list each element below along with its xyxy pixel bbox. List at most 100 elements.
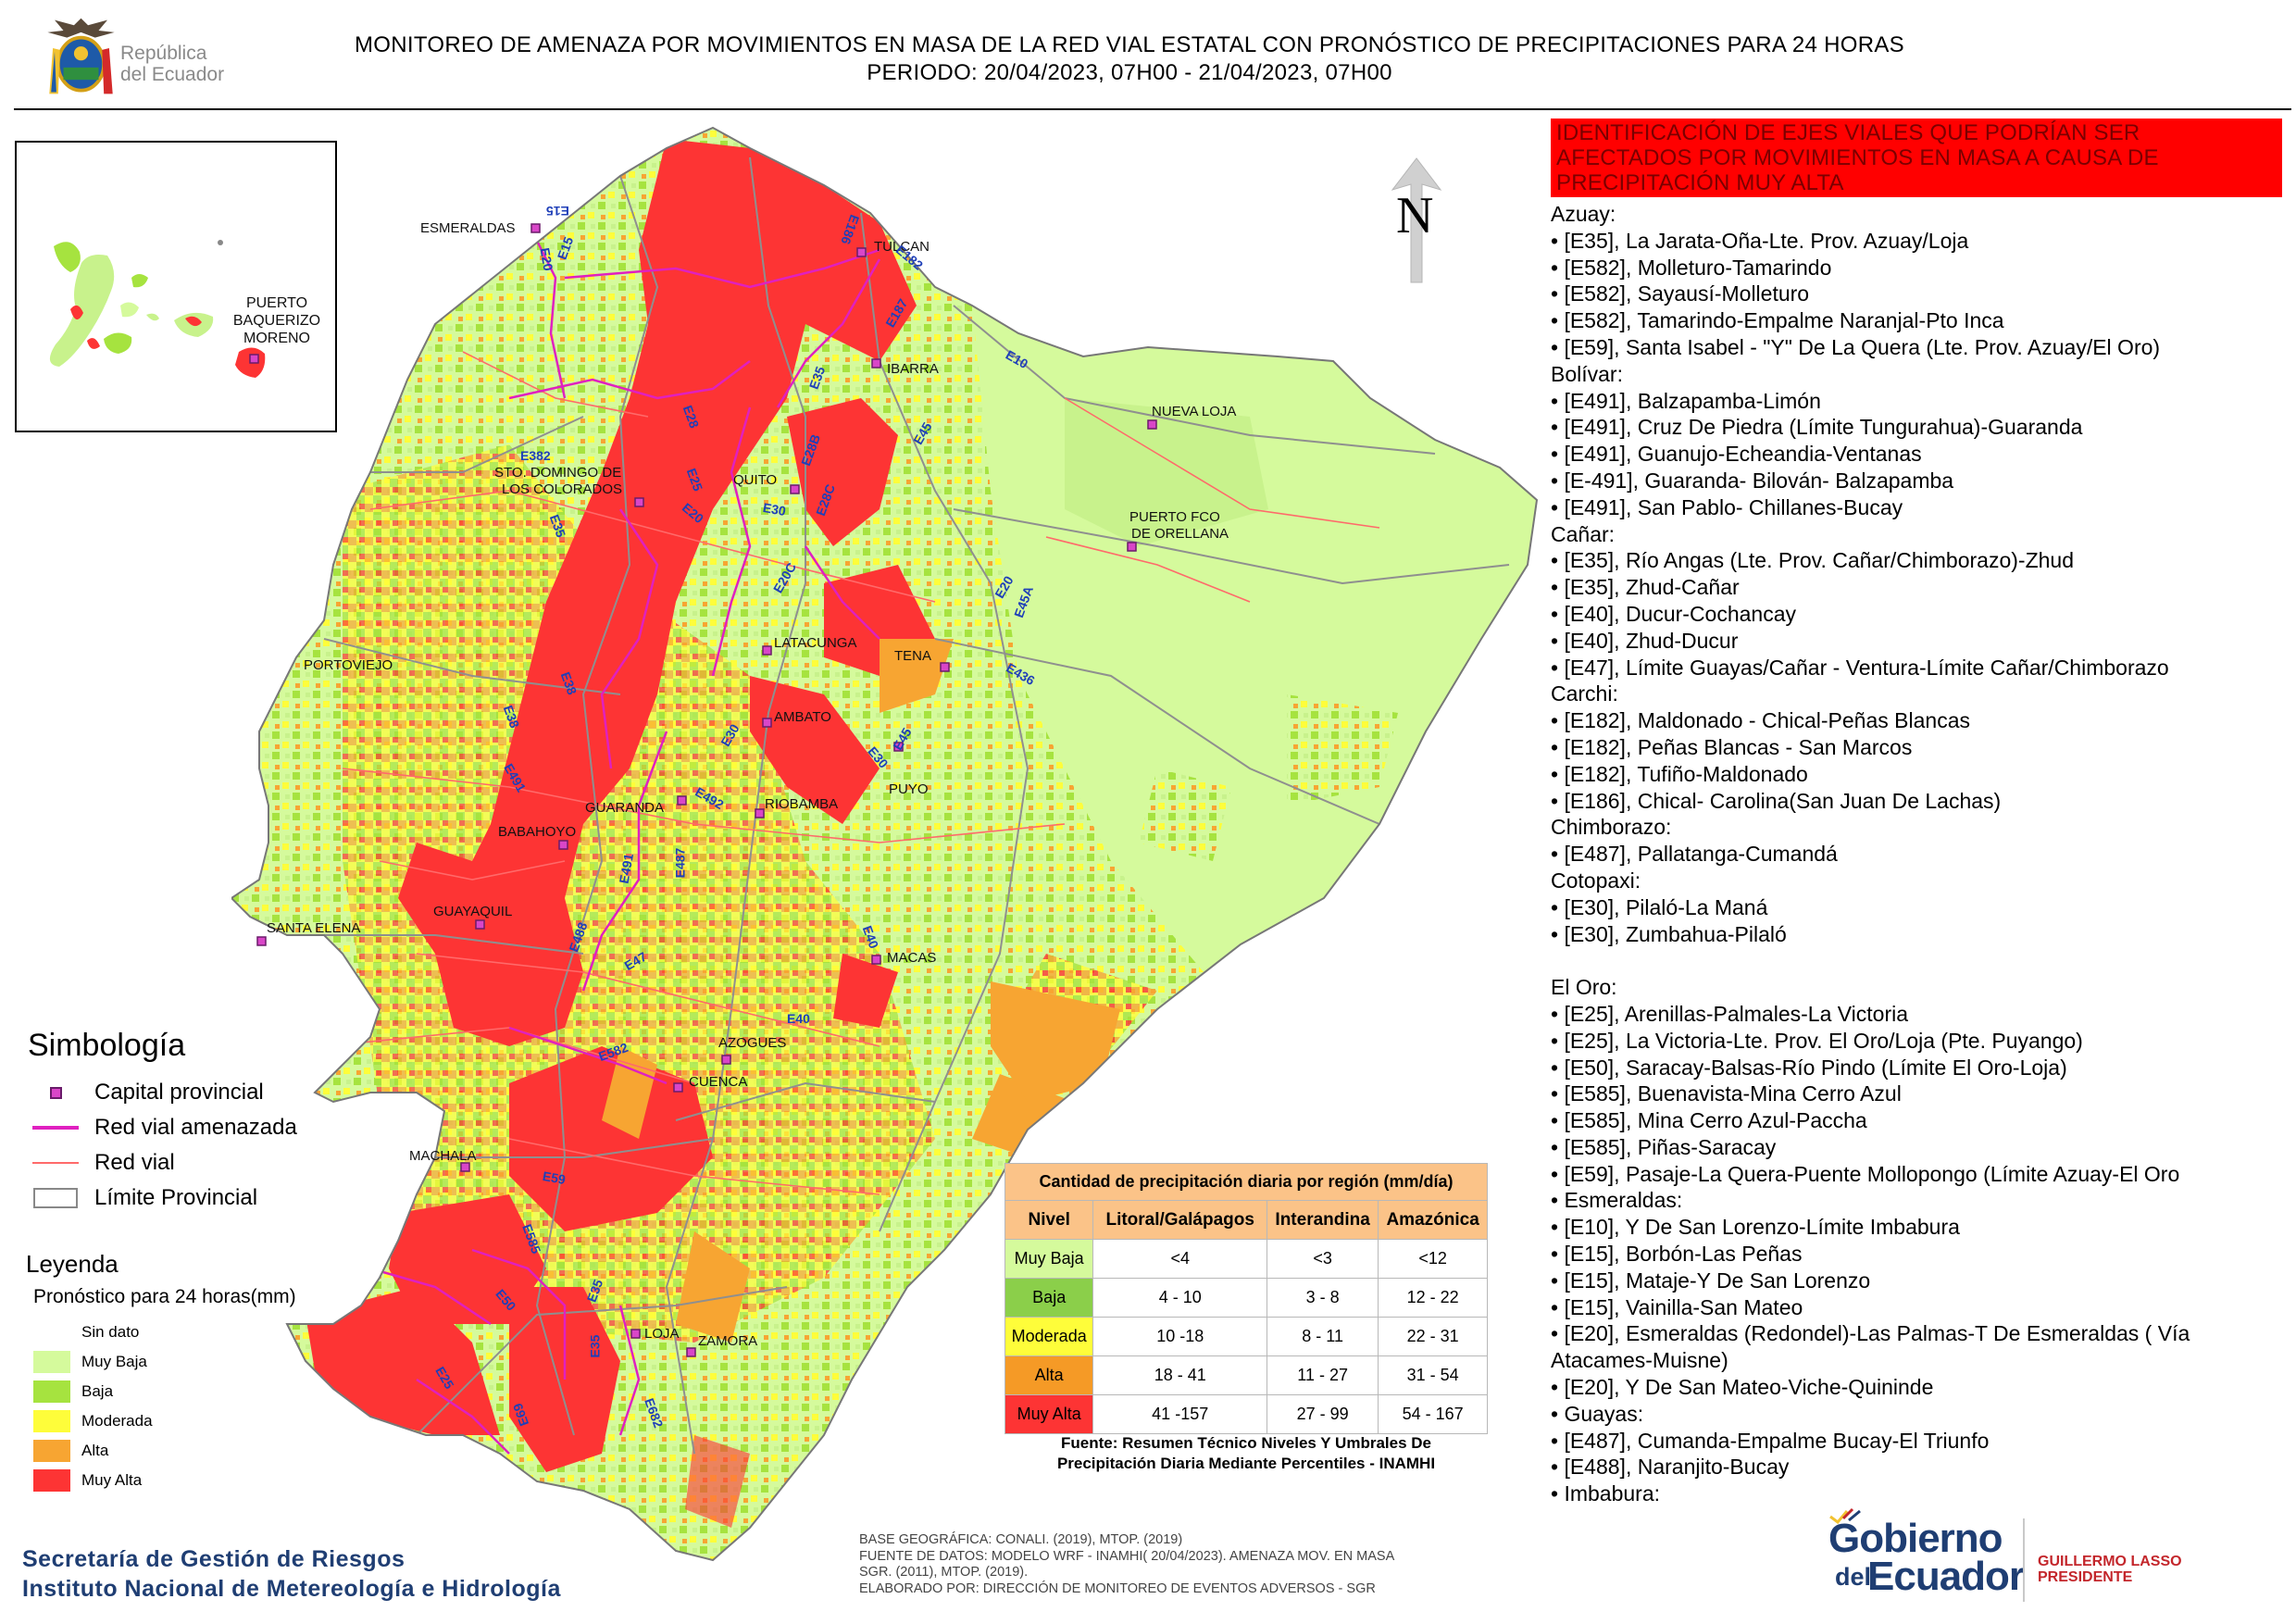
- road-item: [E182], Peñas Blancas - San Marcos: [1551, 734, 2282, 761]
- legend: Leyenda Pronóstico para 24 horas(mm) Sin…: [26, 1250, 359, 1495]
- province-heading: Carchi:: [1551, 681, 1618, 706]
- table-header: Litoral/Galápagos: [1092, 1200, 1268, 1240]
- road-label: E487: [672, 847, 688, 879]
- precipitation-threshold-table: Cantidad de precipitación diaria por reg…: [1004, 1163, 1488, 1434]
- level-cell: Moderada: [1004, 1317, 1094, 1356]
- value-cell: <4: [1092, 1239, 1268, 1279]
- city-santa-elena: SANTA ELENA: [267, 920, 361, 936]
- road-item: [E182], Tufiño-Maldonado: [1551, 761, 2282, 788]
- republica-text: República del Ecuador: [120, 43, 225, 85]
- road-item: [E50], Saracay-Balsas-Río Pindo (Límite …: [1551, 1055, 2282, 1081]
- city-ibarra: IBARRA: [887, 361, 939, 377]
- value-cell: 11 - 27: [1267, 1355, 1379, 1395]
- city-puyo: PUYO: [889, 781, 929, 797]
- road-item: [E585], Buenavista-Mina Cerro Azul: [1551, 1081, 2282, 1107]
- level-cell: Baja: [1004, 1278, 1094, 1318]
- table-header: Interandina: [1267, 1200, 1379, 1240]
- table-header: Nivel: [1004, 1200, 1094, 1240]
- level-cell: Muy Baja: [1004, 1239, 1094, 1279]
- table-header: Amazónica: [1378, 1200, 1488, 1240]
- city-babahoyo: BABAHOYO: [498, 824, 577, 840]
- road-item: [E35], Río Angas (Lte. Prov. Cañar/Chimb…: [1551, 547, 2282, 574]
- city-guaranda: GUARANDA: [585, 800, 665, 816]
- road-item: [E40], Ducur-Cochancay: [1551, 601, 2282, 628]
- road-item: [E491], Balzapamba-Limón: [1551, 388, 2282, 415]
- road-item: [E47], Límite Guayas/Cañar - Ventura-Lím…: [1551, 655, 2282, 681]
- symbol-threatened-road: Red vial amenazada: [28, 1110, 361, 1145]
- city-cuenca: CUENCA: [689, 1074, 748, 1090]
- value-cell: <3: [1267, 1239, 1379, 1279]
- road-item: [E10], Y De San Lorenzo-Límite Imbabura: [1551, 1214, 2282, 1241]
- legend-item: Muy Baja: [26, 1347, 359, 1377]
- page-title: MONITOREO DE AMENAZA POR MOVIMIENTOS EN …: [355, 32, 1904, 85]
- table-row: Baja 4 - 10 3 - 8 12 - 22: [1004, 1278, 1488, 1318]
- road-item: [E15], Mataje-Y De San Lorenzo: [1551, 1268, 2282, 1294]
- value-cell: 31 - 54: [1378, 1355, 1488, 1395]
- galapagos-inset: PUERTO BAQUERIZO MORENO: [15, 141, 337, 432]
- legend-subtitle: Pronóstico para 24 horas(mm): [33, 1286, 296, 1307]
- road-item: [E491], Guanujo-Echeandia-Ventanas: [1551, 441, 2282, 468]
- level-cell: Alta: [1004, 1355, 1094, 1395]
- value-cell: <12: [1378, 1239, 1488, 1279]
- city-machala: MACHALA: [409, 1148, 477, 1164]
- city-azogues: AZOGUES: [718, 1035, 787, 1051]
- organizations: Secretaría de Gestión de Riesgos Institu…: [22, 1546, 561, 1602]
- road-item: [E25], Arenillas-Palmales-La Victoria: [1551, 1001, 2282, 1028]
- legend-item: Alta: [26, 1436, 359, 1466]
- value-cell: 27 - 99: [1267, 1394, 1379, 1434]
- affected-roads-panel: IDENTIFICACIÓN DE EJES VIALES QUE PODRÍA…: [1551, 119, 2282, 1507]
- city-quito: QUITO: [733, 472, 778, 488]
- city-puerto-fco: PUERTO FCO: [1129, 509, 1220, 525]
- coat-of-arms-icon: [47, 18, 115, 94]
- province-heading: Cotopaxi:: [1551, 868, 1641, 893]
- level-cell: Muy Alta: [1004, 1394, 1094, 1434]
- road-item: [E35], Zhud-Cañar: [1551, 574, 2282, 601]
- road-item: [1551, 947, 2282, 974]
- road-item: [E182], Maldonado - Chical-Peñas Blancas: [1551, 707, 2282, 734]
- city-los-colorados: LOS COLORADOS: [502, 481, 623, 497]
- legend-item: Baja: [26, 1377, 359, 1406]
- road-label: E35: [587, 1334, 603, 1358]
- legend-title: Leyenda: [26, 1250, 119, 1278]
- symbology: Simbología Capital provincial Red vial a…: [28, 1028, 361, 1216]
- city-tena: TENA: [894, 648, 932, 664]
- city-de-orellana: DE ORELLANA: [1131, 526, 1229, 542]
- road-item: [E30], Zumbahua-Pilaló: [1551, 921, 2282, 948]
- roads-list: Azuay:[E35], La Jarata-Oña-Lte. Prov. Az…: [1551, 201, 2282, 1507]
- symbol-road: Red vial: [28, 1145, 361, 1181]
- road-item: [E15], Vainilla-San Mateo: [1551, 1294, 2282, 1321]
- province-heading: Azuay:: [1551, 202, 1616, 226]
- road-item: [E487], Pallatanga-Cumandá: [1551, 841, 2282, 868]
- city-portoviejo: PORTOVIEJO: [304, 657, 393, 673]
- value-cell: 3 - 8: [1267, 1278, 1379, 1318]
- alert-title: IDENTIFICACIÓN DE EJES VIALES QUE PODRÍA…: [1551, 119, 2282, 197]
- city-zamora: ZAMORA: [698, 1333, 758, 1349]
- map-credits: BASE GEOGRÁFICA: CONALI. (2019), MTOP. (…: [859, 1532, 1395, 1596]
- value-cell: 10 -18: [1092, 1317, 1268, 1356]
- table-row: Muy Alta 41 -157 27 - 99 54 - 167: [1004, 1394, 1488, 1434]
- city-guayaquil: GUAYAQUIL: [433, 904, 513, 919]
- table-row: Alta 18 - 41 11 - 27 31 - 54: [1004, 1355, 1488, 1395]
- table-row: Moderada 10 -18 8 - 11 22 - 31: [1004, 1317, 1488, 1356]
- republica-logo: República del Ecuador: [28, 9, 268, 102]
- road-item: [E25], La Victoria-Lte. Prov. El Oro/Loj…: [1551, 1028, 2282, 1055]
- north-arrow: N: [1379, 153, 1454, 292]
- road-item: Guayas:: [1551, 1401, 2282, 1428]
- road-item: [E20], Y De San Mateo-Viche-Quininde: [1551, 1374, 2282, 1401]
- city-esmeraldas: ESMERALDAS: [420, 220, 516, 236]
- value-cell: 54 - 167: [1378, 1394, 1488, 1434]
- road-item: [E59], Santa Isabel - "Y" De La Quera (L…: [1551, 334, 2282, 361]
- value-cell: 18 - 41: [1092, 1355, 1268, 1395]
- value-cell: 41 -157: [1092, 1394, 1268, 1434]
- province-heading: Atacames-Muisne): [1551, 1348, 1728, 1373]
- north-label: N: [1396, 187, 1434, 244]
- symbology-title: Simbología: [28, 1028, 186, 1063]
- road-item: Esmeraldas:: [1551, 1187, 2282, 1214]
- symbol-capital: Capital provincial: [28, 1075, 361, 1110]
- symbol-province-limit: Límite Provincial: [28, 1181, 361, 1216]
- road-item: [E-491], Guaranda- Bilován- Balzapamba: [1551, 468, 2282, 494]
- road-item: [E582], Tamarindo-Empalme Naranjal-Pto I…: [1551, 307, 2282, 334]
- table-row: Muy Baja <4 <3 <12: [1004, 1239, 1488, 1279]
- legend-item: Sin dato: [26, 1318, 359, 1347]
- road-line-icon: [32, 1162, 79, 1164]
